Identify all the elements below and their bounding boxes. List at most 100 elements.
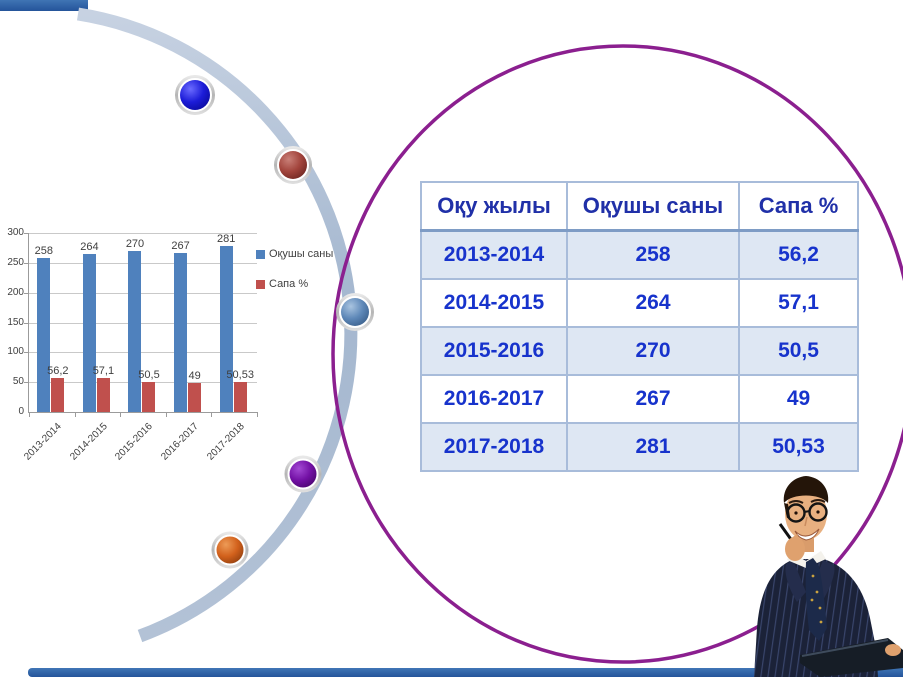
chart-bar-series-1 (96, 377, 110, 412)
bottom-edge-bar (28, 668, 903, 677)
chart-bar-with-label: 281 (217, 233, 236, 412)
chart-bar-with-label: 264 (80, 233, 99, 412)
chart-x-tick (29, 412, 30, 417)
chart-bar-with-label: 49 (188, 233, 202, 412)
chart-gridline (24, 352, 257, 354)
chart-bar-group: 264 57,1 (74, 233, 120, 412)
cell-quality: 50,5 (738, 326, 859, 376)
chart-bar-with-label: 258 (34, 233, 53, 412)
chart-y-tick-label: 300 (7, 227, 24, 238)
cell-quality: 49 (738, 374, 859, 424)
results-table: Оқу жылы Оқушы саны Сапа % 2013-2014 258… (420, 181, 859, 472)
chart-data-label: 281 (217, 233, 236, 245)
chart-data-label: 258 (34, 245, 53, 258)
table-row: 2014-2015 264 57,1 (420, 278, 859, 328)
legend-label: Сапа % (269, 278, 309, 290)
chart-data-label: 57,1 (92, 364, 115, 377)
chart-y-tick-label: 150 (7, 316, 24, 328)
chart-bar-group: 258 56,2 (28, 233, 74, 412)
cell-quality: 57,1 (738, 278, 859, 328)
top-edge-bar (0, 0, 88, 11)
red-sphere-icon (274, 146, 312, 184)
chart-data-label: 264 (80, 241, 99, 254)
cell-year: 2017-2018 (420, 422, 568, 472)
chart-data-label: 270 (125, 237, 145, 250)
legend-item-quality: Сапа % (256, 278, 333, 290)
chart-data-label: 49 (188, 369, 201, 382)
column-header-year: Оқу жылы (420, 181, 568, 232)
cell-students: 258 (566, 229, 740, 280)
table-row: 2017-2018 281 50,53 (420, 422, 859, 472)
chart-x-tick (120, 412, 122, 417)
chart-bar-with-label: 57,1 (93, 233, 114, 412)
cell-quality: 50,53 (738, 422, 859, 472)
chart-y-axis-labels: 300 250 200 150 100 50 0 (4, 228, 24, 417)
cell-year: 2015-2016 (420, 326, 568, 376)
table-row: 2013-2014 258 56,2 (420, 229, 859, 280)
orange-sphere-icon (211, 531, 249, 569)
businessman-photo (754, 476, 903, 677)
table-row: 2016-2017 267 49 (420, 374, 859, 424)
chart-bar-series-0 (128, 250, 142, 412)
chart-data-label: 50,53 (226, 368, 254, 381)
chart-x-tick-label: 2014-2015 (68, 421, 110, 463)
legend-swatch (256, 249, 265, 259)
table-row: 2015-2016 270 50,5 (420, 326, 859, 376)
chart-x-tick-label: 2016-2017 (159, 421, 201, 463)
cell-students: 264 (566, 278, 740, 328)
chart-legend: Оқушы саны Сапа % (256, 248, 333, 308)
chart-x-tick (211, 412, 213, 417)
chart-bar-series-0 (219, 246, 233, 412)
chart-x-tick (74, 412, 76, 417)
chart-bar-with-label: 56,2 (47, 233, 69, 412)
chart-data-label: 56,2 (47, 365, 69, 378)
chart-bar-series-0 (82, 254, 96, 412)
cell-year: 2016-2017 (420, 374, 568, 424)
chart-x-axis-labels: 2013-2014 2014-2015 2015-2016 2016-2017 2017… (22, 419, 256, 477)
chart-bar-group: 267 49 (165, 233, 211, 412)
steel-blue-sphere-icon (336, 293, 374, 331)
chart-bar-with-label: 50,5 (138, 233, 160, 412)
cell-students: 267 (566, 374, 740, 424)
column-header-students: Оқушы саны (566, 181, 740, 232)
chart-data-label: 50,5 (138, 368, 160, 381)
legend-swatch (256, 279, 265, 289)
cell-students: 270 (566, 326, 740, 376)
chart-x-tick (257, 412, 258, 417)
column-header-quality: Сапа % (738, 181, 859, 232)
table-header-row: Оқу жылы Оқушы саны Сапа % (420, 181, 859, 232)
cell-year: 2013-2014 (420, 229, 568, 280)
chart-bar-with-label: 267 (171, 233, 190, 412)
chart-x-tick (165, 412, 167, 417)
cell-quality: 56,2 (738, 229, 859, 280)
chart-x-tick-label: 2013-2014 (22, 421, 65, 463)
chart-bar-series-0 (174, 252, 188, 412)
chart-data-label: 267 (171, 239, 190, 252)
chart-y-tick-label: 250 (7, 256, 24, 268)
legend-item-students: Оқушы саны (256, 248, 333, 260)
chart-y-tick-label: 100 (7, 346, 24, 358)
chart-bar-group: 270 50,5 (119, 233, 165, 412)
chart-bar-with-label: 50,53 (226, 233, 254, 412)
chart-bar-series-1 (142, 381, 156, 412)
chart-gridline (24, 262, 257, 264)
chart-x-tick-label: 2017-2018 (204, 421, 247, 463)
purple-ellipse (331, 44, 903, 664)
chart-y-tick-label: 200 (7, 286, 24, 298)
legend-label: Оқушы саны (269, 248, 334, 260)
chart-bar-series-0 (37, 258, 51, 412)
chart-gridline (24, 292, 257, 294)
chart-y-tick-label: 50 (12, 376, 24, 388)
chart-gridline (24, 322, 257, 324)
bar-chart: 300 250 200 150 100 50 0 258 56,2 264 57,1 270 50,5… (4, 222, 349, 477)
chart-bar-series-1 (51, 378, 65, 412)
chart-bar-group: 281 50,53 (210, 233, 256, 412)
chart-y-tick-label: 0 (18, 406, 24, 417)
cell-year: 2014-2015 (420, 278, 568, 328)
blue-sphere-icon (175, 75, 215, 115)
chart-bar-series-1 (188, 382, 202, 412)
chart-gridline (24, 233, 257, 234)
chart-bar-with-label: 270 (125, 233, 145, 412)
